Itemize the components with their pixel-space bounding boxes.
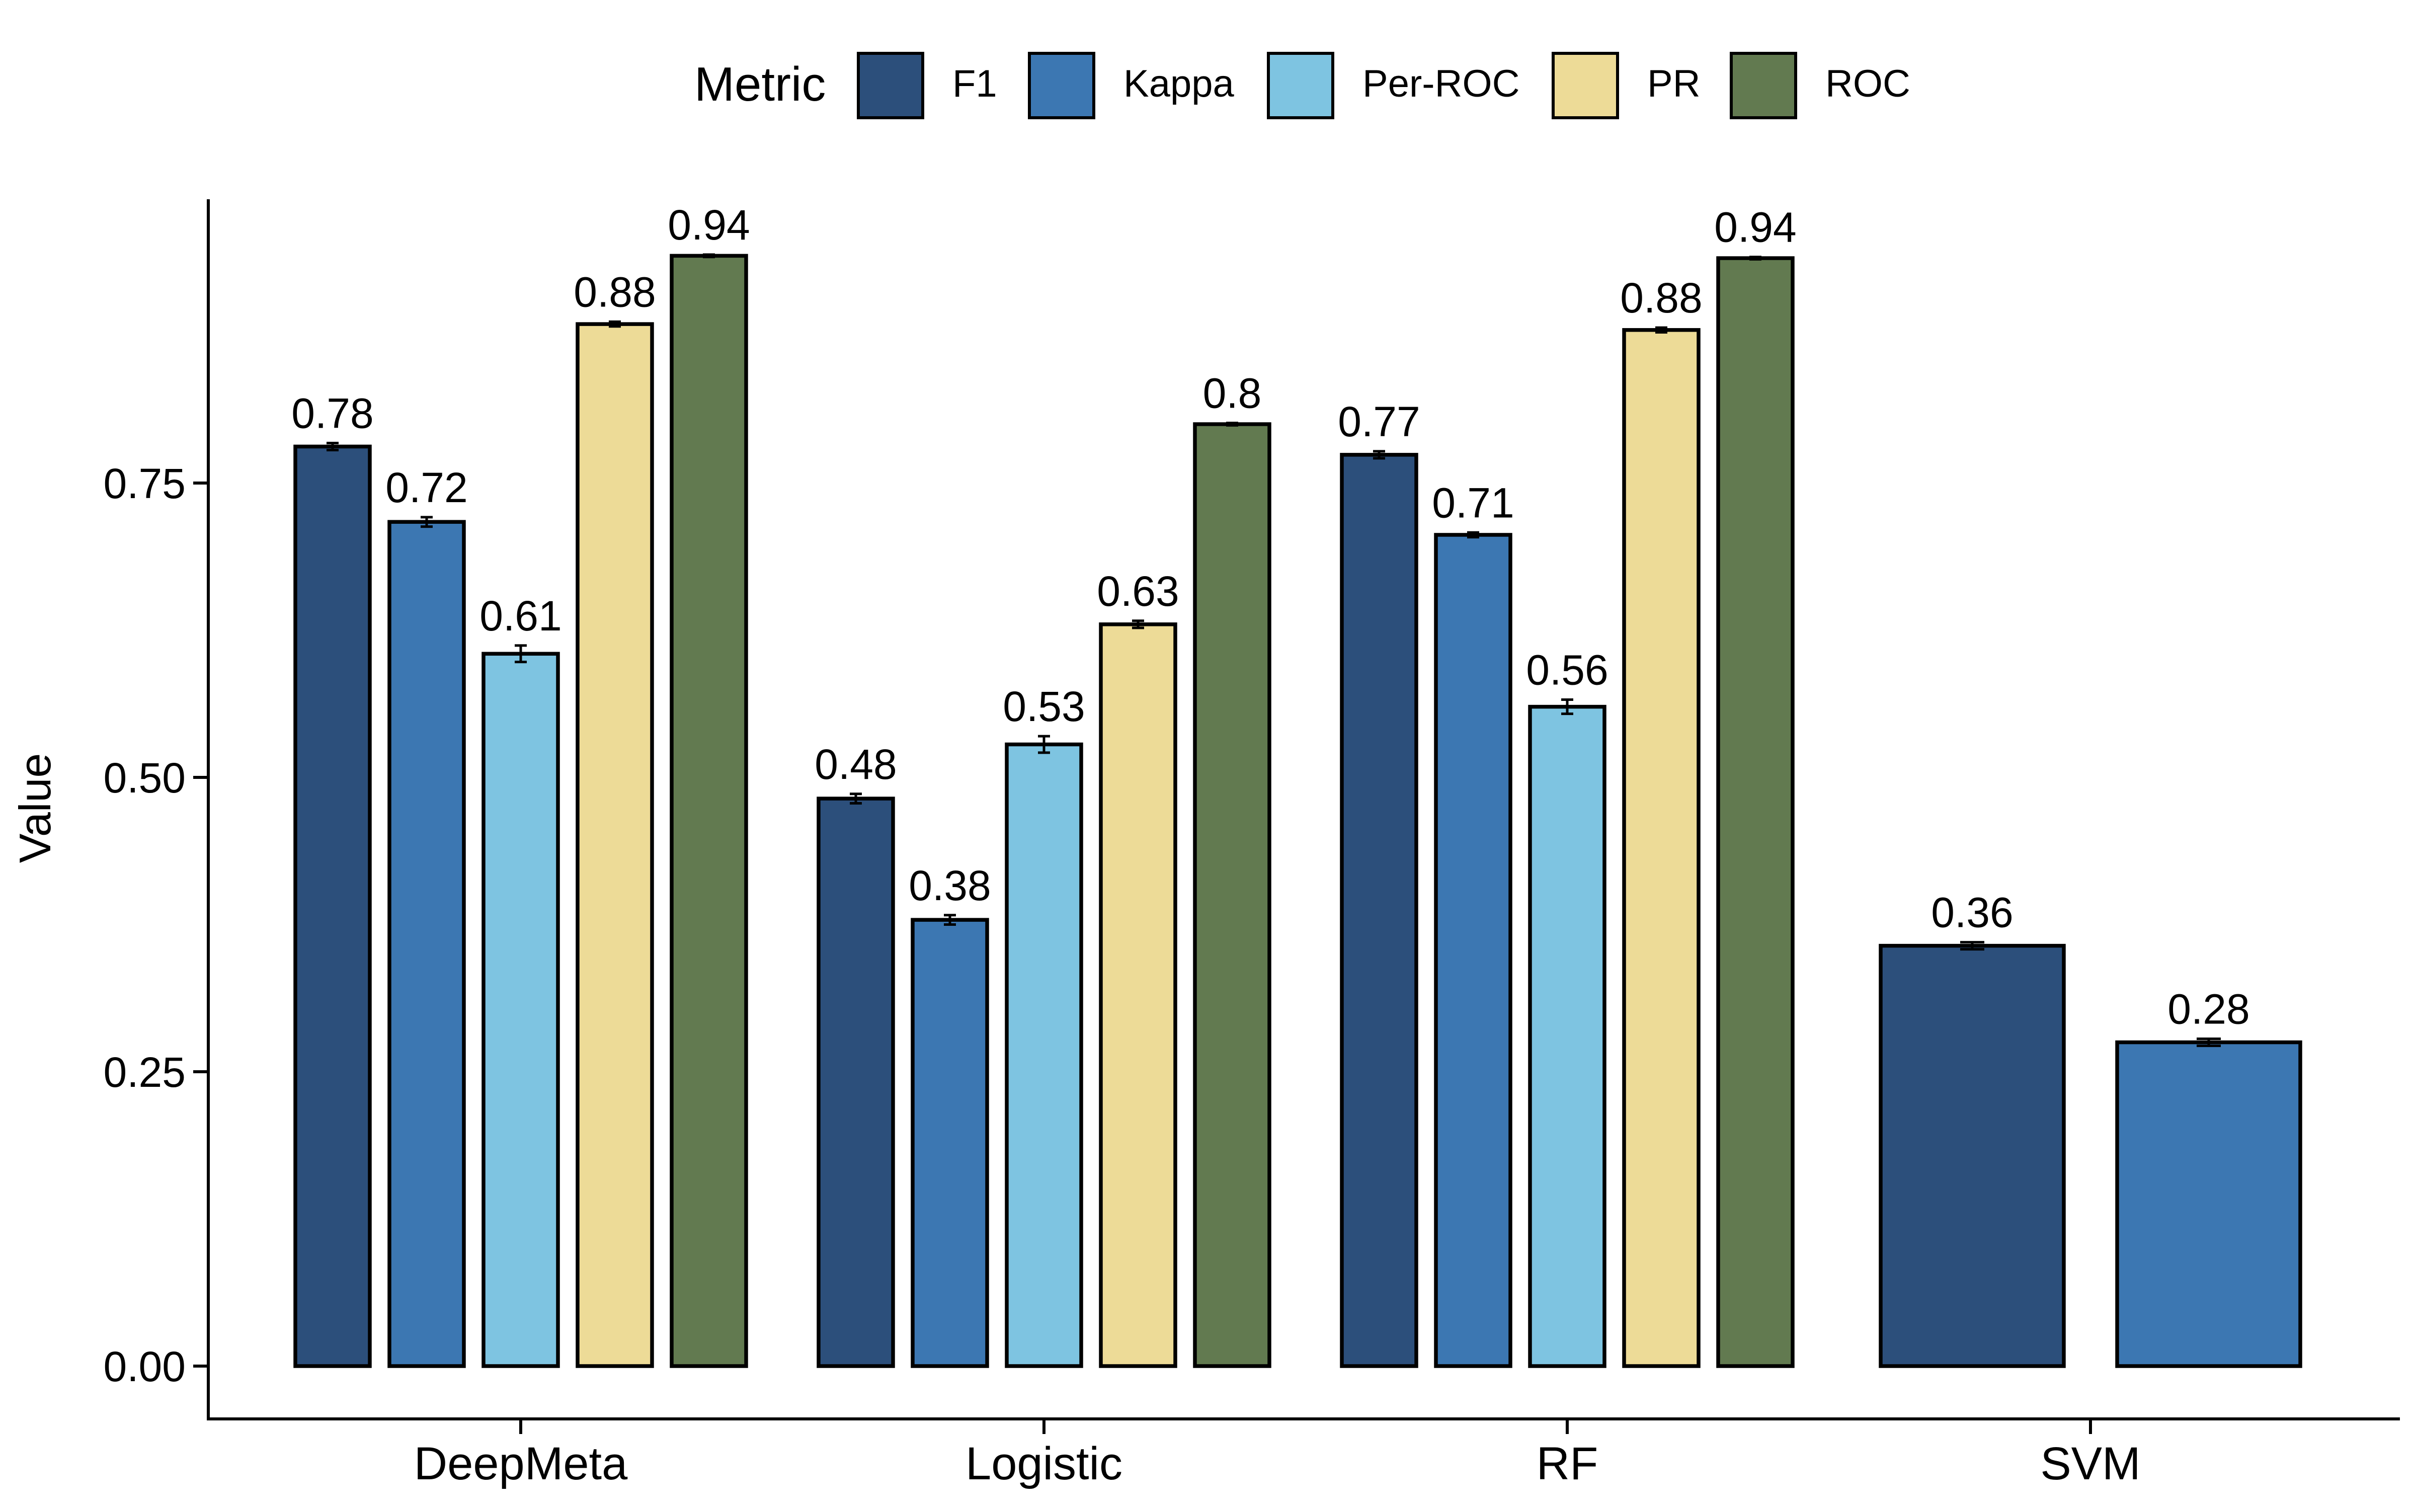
- data-label: 0.36: [1931, 889, 2014, 936]
- bar-logistic-kappa: [911, 918, 989, 1368]
- x-tick-label: DeepMeta: [414, 1438, 628, 1489]
- legend-title: Metric: [694, 57, 826, 111]
- data-label: 0.56: [1526, 647, 1608, 694]
- y-axis-label: Value: [10, 753, 60, 863]
- legend-label: F1: [952, 62, 997, 105]
- data-label: 0.53: [1003, 683, 1085, 730]
- bar-logistic-roc: [1193, 422, 1271, 1368]
- legend-label: Per-ROC: [1362, 62, 1519, 105]
- bar-rf-f1: [1340, 453, 1418, 1368]
- data-label: 0.88: [1620, 274, 1703, 322]
- data-label: 0.78: [291, 389, 374, 437]
- legend-items: F1 Kappa Per-ROC PR ROC: [857, 52, 1910, 119]
- data-label: 0.63: [1097, 568, 1179, 615]
- bar-svm-kappa: [2115, 1040, 2302, 1368]
- y-tick-label: 0.25: [104, 1049, 186, 1096]
- bar-logistic-f1: [817, 797, 895, 1368]
- y-tick-label: 0.75: [104, 460, 186, 507]
- legend-label: PR: [1647, 62, 1701, 105]
- data-label: 0.71: [1432, 479, 1514, 526]
- data-label: 0.28: [2167, 985, 2250, 1032]
- bar-deepmeta-kappa: [387, 520, 466, 1368]
- legend-key-roc: [1730, 52, 1797, 119]
- bars: [293, 254, 2302, 1368]
- legend-key-pr: [1552, 52, 1619, 119]
- data-label: 0.77: [1338, 398, 1420, 445]
- bar-svm-f1: [1879, 943, 2066, 1368]
- data-label: 0.48: [815, 741, 897, 788]
- data-label: 0.61: [479, 592, 562, 640]
- bar-rf-per-roc: [1528, 704, 1606, 1368]
- data-label: 0.72: [385, 464, 468, 511]
- value-labels: 0.780.720.610.880.940.480.380.530.630.80…: [291, 201, 2250, 1032]
- legend: Metric F1 Kappa Per-ROC PR ROC: [694, 52, 1910, 119]
- y-tick-label: 0.00: [104, 1343, 186, 1390]
- legend-key-per-roc: [1267, 52, 1334, 119]
- data-label: 0.88: [574, 268, 656, 315]
- bar-logistic-pr: [1099, 622, 1177, 1368]
- data-label: 0.38: [909, 862, 991, 909]
- y-tick-label: 0.50: [104, 754, 186, 802]
- bar-deepmeta-f1: [293, 444, 372, 1368]
- bar-logistic-per-roc: [1005, 742, 1083, 1368]
- y-axis-ticks: 0.00 0.25 0.50 0.75: [104, 460, 208, 1390]
- bar-rf-pr: [1622, 328, 1701, 1368]
- data-label: 0.8: [1203, 370, 1262, 417]
- bar-deepmeta-roc: [670, 254, 748, 1368]
- data-label: 0.94: [1714, 204, 1797, 251]
- legend-key-kappa: [1028, 52, 1095, 119]
- bar-deepmeta-per-roc: [481, 652, 560, 1368]
- x-tick-label: RF: [1537, 1438, 1598, 1489]
- x-tick-label: Logistic: [965, 1438, 1122, 1489]
- legend-key-f1: [857, 52, 924, 119]
- x-tick-label: SVM: [2040, 1438, 2140, 1489]
- bar-rf-kappa: [1434, 533, 1512, 1368]
- bar-rf-roc: [1716, 256, 1795, 1368]
- error-bars: [327, 253, 2221, 1048]
- data-label: 0.94: [668, 201, 750, 249]
- legend-label: Kappa: [1123, 62, 1234, 105]
- x-axis-ticks: DeepMeta Logistic RF SVM: [414, 1419, 2141, 1489]
- bar-deepmeta-pr: [576, 322, 654, 1368]
- legend-label: ROC: [1825, 62, 1910, 105]
